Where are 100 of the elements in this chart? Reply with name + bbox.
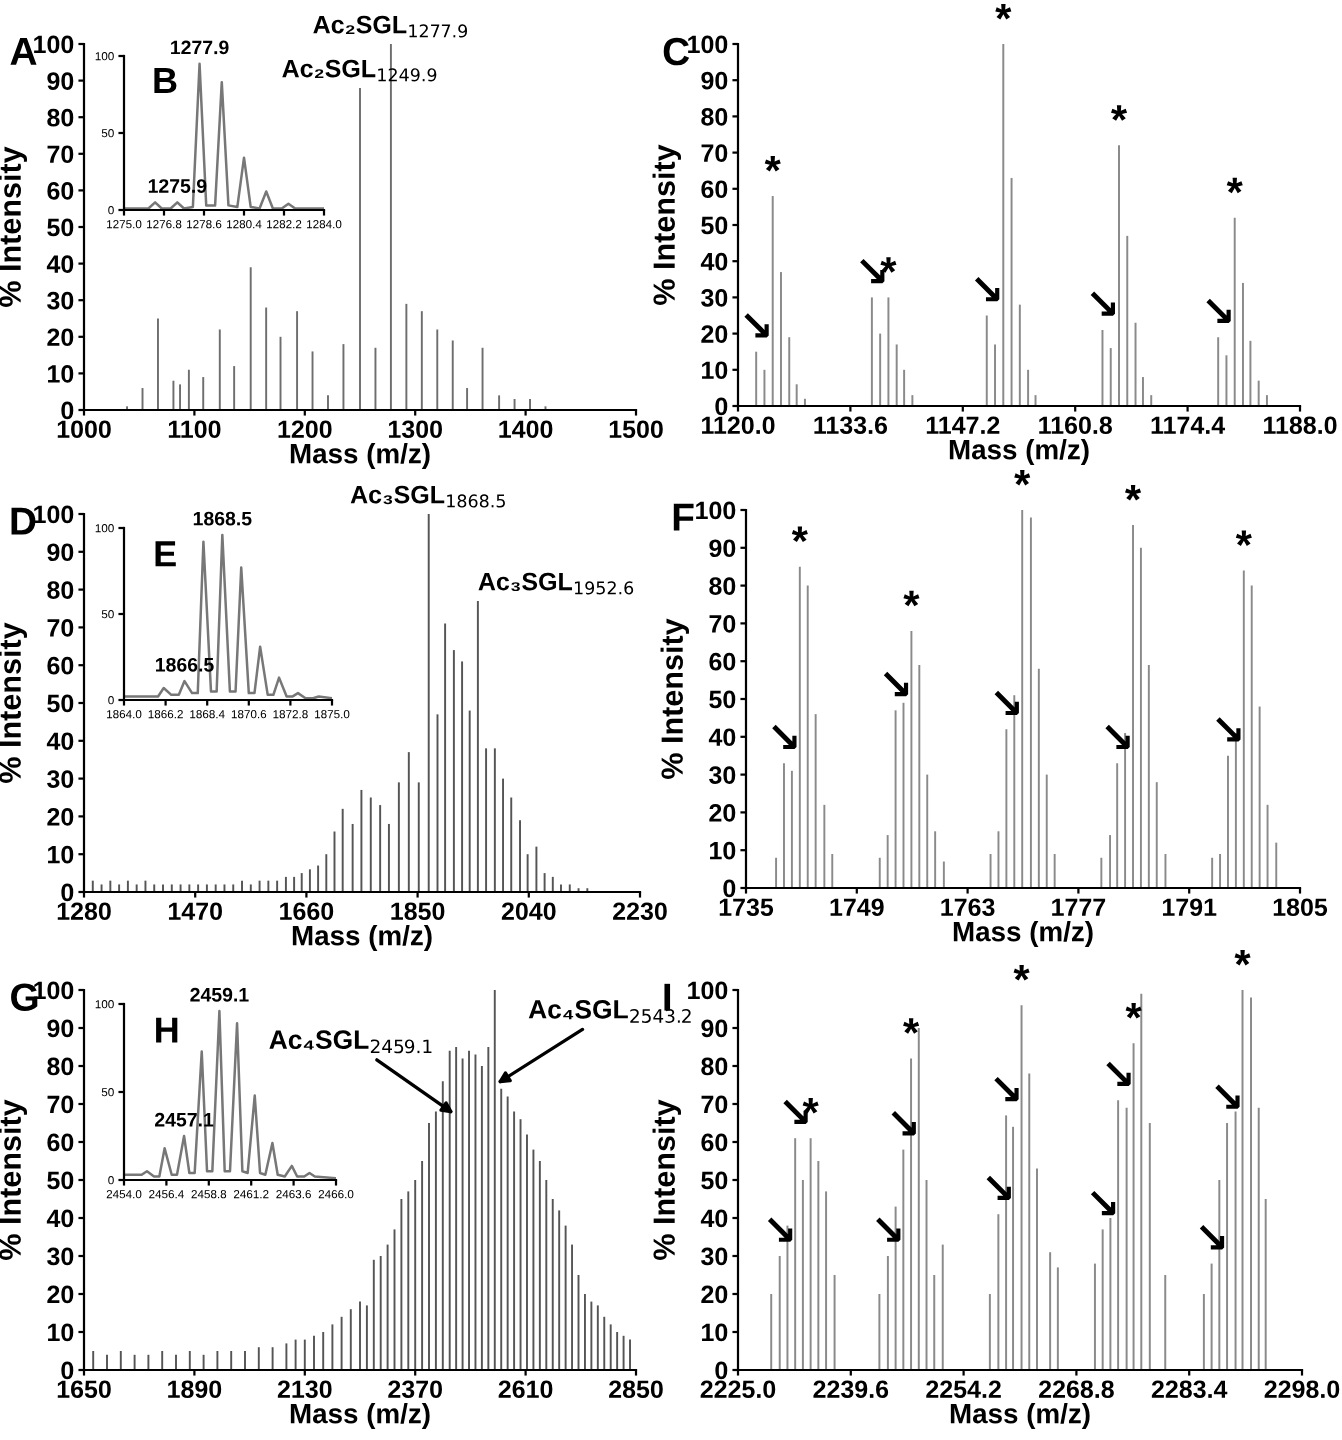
- x-tick-label: 1890: [168, 1380, 222, 1399]
- x-tick-label: 1660: [280, 902, 334, 921]
- annotation: ↘: [783, 1099, 808, 1125]
- y-tick-label: 10: [48, 365, 74, 383]
- annotation: *: [1235, 530, 1252, 546]
- annotation: *: [1234, 949, 1251, 966]
- annotation: *: [880, 257, 897, 273]
- y-tick-label: 80: [47, 581, 74, 599]
- y-tick-label: 70: [47, 145, 74, 164]
- x-tick-label: 1777: [1052, 898, 1106, 916]
- y-tick-label: 60: [701, 1133, 728, 1152]
- annotation: 1866.5: [156, 657, 214, 672]
- annotation: *: [1013, 965, 1030, 981]
- y-tick-label: 20: [47, 1285, 74, 1304]
- annotation: ↘: [1216, 717, 1241, 742]
- y-tick-label: 70: [47, 619, 74, 637]
- x-tick-label: 2610: [498, 1380, 553, 1399]
- y-tick-label: 0: [715, 1361, 728, 1380]
- y-tick-label: 60: [47, 182, 74, 200]
- annotation: *: [1111, 105, 1128, 121]
- y-tick-label: 90: [47, 72, 74, 90]
- y-tick-label: 10: [710, 841, 736, 860]
- x-tick-label: 2040: [501, 902, 556, 921]
- y-tick-label: 10: [702, 361, 728, 380]
- x-tick-label: 2230: [613, 902, 667, 921]
- y-tick-label: 50: [701, 216, 728, 235]
- y-tick-label: 20: [47, 808, 74, 826]
- y-tick-label: 90: [701, 1019, 728, 1038]
- y-axis-title: % Intensity: [652, 144, 682, 305]
- x-tick-label: 1749: [830, 898, 884, 917]
- annotation: 1868.5: [193, 511, 252, 526]
- x-tick-label: 1174.4: [1151, 416, 1226, 434]
- x-tick-label: 2850: [609, 1380, 663, 1399]
- y-tick-label: 20: [701, 325, 728, 343]
- y-axis-title: % Intensity: [652, 1099, 682, 1260]
- x-tick-label: 1650: [57, 1380, 111, 1399]
- y-tick-label: 60: [701, 180, 728, 199]
- chart-title: H: [156, 1017, 178, 1043]
- y-tick-label: 80: [701, 108, 728, 126]
- y-tick-label: 90: [701, 71, 728, 90]
- y-tick-label: 0: [715, 397, 728, 416]
- chart-title: C: [663, 37, 690, 66]
- y-tick-label: 60: [709, 652, 736, 671]
- y-tick-label: 70: [701, 144, 728, 162]
- x-tick-label: 1763: [941, 898, 995, 917]
- line-series: [124, 533, 332, 700]
- y-tick-label: 30: [709, 766, 736, 784]
- x-tick-label: 2239.6: [813, 1380, 889, 1399]
- y-tick-label: 10: [48, 845, 74, 864]
- y-tick-label: 90: [47, 543, 74, 562]
- annotation: ↘: [860, 258, 885, 284]
- annotation: *: [1125, 1003, 1142, 1019]
- annotation: ↘: [744, 313, 769, 338]
- x-tick-label: 1400: [499, 420, 553, 439]
- annotation: ↘: [994, 690, 1019, 716]
- x-tick-label: 2268.8: [1039, 1380, 1114, 1399]
- y-tick-label: 50: [47, 1171, 74, 1190]
- annotation: Ac₃SGL$_{1868.5}$: [350, 485, 505, 508]
- y-tick-label: 30: [701, 1247, 728, 1266]
- y-tick-label: 40: [46, 255, 74, 273]
- annotation: *: [1014, 469, 1031, 486]
- y-tick-label: 100: [34, 35, 74, 54]
- annotation: ↘: [994, 1076, 1019, 1102]
- y-tick-label: 90: [47, 1019, 74, 1038]
- x-tick-label: 2130: [277, 1380, 332, 1399]
- x-axis-title: Mass (m/z): [290, 1403, 430, 1429]
- annotation: *: [1125, 485, 1142, 501]
- annotation: ↘: [986, 1175, 1011, 1201]
- annotation: ↘: [891, 1111, 916, 1136]
- annotation: ↘: [1105, 724, 1130, 750]
- x-tick-label: 1133.6: [814, 416, 888, 435]
- x-tick-label: 1000: [57, 420, 111, 439]
- y-tick-label: 10: [702, 1323, 728, 1342]
- y-tick-label: 40: [700, 252, 728, 271]
- annotation: 1277.9: [171, 40, 229, 55]
- y-tick-label: 70: [47, 1095, 74, 1114]
- x-tick-label: 1300: [388, 420, 442, 439]
- annotation: ↘: [772, 724, 797, 750]
- x-tick-label: 2283.4: [1151, 1380, 1228, 1399]
- y-tick-label: 40: [46, 1209, 74, 1228]
- annotation: *: [903, 1018, 920, 1034]
- y-tick-label: 100: [696, 501, 736, 520]
- x-axis-title: Mass (m/z): [292, 925, 432, 951]
- y-tick-label: 100: [34, 505, 74, 524]
- y-tick-label: 0: [61, 1361, 74, 1380]
- y-tick-label: 60: [47, 656, 74, 675]
- x-tick-label: 2370: [388, 1380, 442, 1399]
- annotation: *: [995, 3, 1012, 20]
- annotation: Ac₄SGL$_{2459.1}$: [269, 1030, 432, 1054]
- x-tick-label: 1147.2: [926, 416, 1000, 434]
- y-tick-label: 70: [709, 615, 736, 633]
- chart-title: A: [10, 38, 37, 65]
- y-tick-label: 0: [61, 883, 74, 902]
- annotation: Ac₃SGL$_{1952.6}$: [478, 572, 634, 595]
- x-tick-label: 1500: [609, 420, 663, 439]
- y-tick-label: 30: [47, 770, 74, 788]
- annotation: ↘: [876, 1217, 901, 1242]
- chart-title: F: [673, 503, 694, 531]
- x-tick-label: 1735: [719, 898, 774, 917]
- y-tick-label: 40: [700, 1209, 728, 1228]
